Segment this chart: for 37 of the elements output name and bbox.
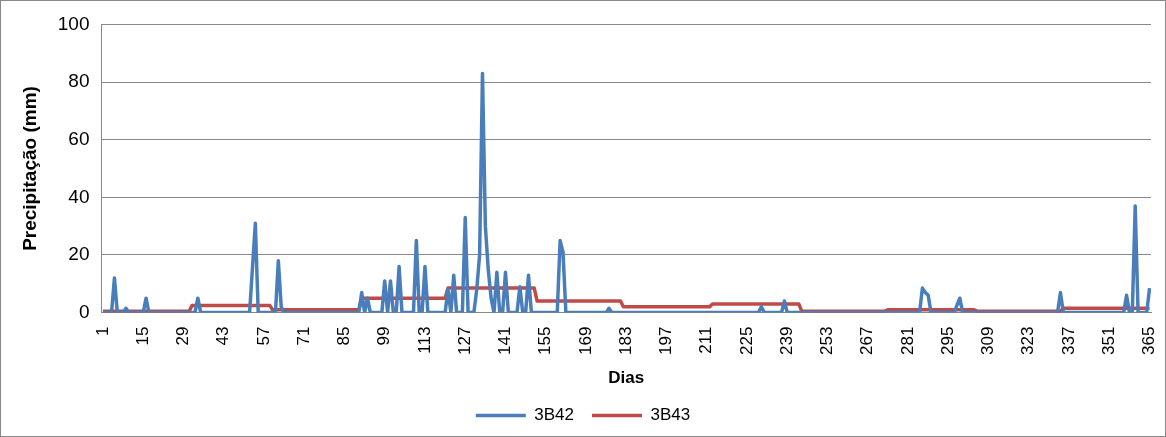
legend-label: 3B43 xyxy=(650,405,691,425)
x-tick-label: 183 xyxy=(615,326,635,355)
x-tick-label: 295 xyxy=(937,326,957,355)
x-tick-label: 211 xyxy=(696,326,716,354)
x-tick-label: 57 xyxy=(253,326,273,346)
x-tick-label: 239 xyxy=(776,326,796,355)
x-tick-label: 267 xyxy=(857,326,877,355)
x-tick-label: 309 xyxy=(978,326,998,355)
x-tick-label: 29 xyxy=(173,326,193,346)
x-tick-label: 113 xyxy=(414,326,434,354)
legend-label: 3B42 xyxy=(534,405,574,425)
x-tick-label: 281 xyxy=(897,326,917,355)
y-tick-label: 100 xyxy=(57,12,90,34)
x-tick-label: 85 xyxy=(334,326,354,346)
x-tick-label: 141 xyxy=(495,326,515,355)
x-tick-label: 351 xyxy=(1099,326,1118,355)
x-tick-label: 71 xyxy=(293,326,313,346)
x-tick-label: 1 xyxy=(92,326,112,337)
x-tick-label: 99 xyxy=(374,326,394,346)
x-tick-label: 253 xyxy=(817,326,837,355)
x-tick-label: 197 xyxy=(656,326,676,355)
y-tick-label: 40 xyxy=(68,185,90,207)
x-tick-label: 323 xyxy=(1018,326,1038,355)
x-tick-label: 127 xyxy=(454,326,474,355)
x-tick-label: 365 xyxy=(1139,326,1159,355)
x-tick-label: 15 xyxy=(132,326,152,346)
x-tick-label: 155 xyxy=(535,326,555,355)
y-tick-label: 60 xyxy=(68,127,90,149)
y-tick-label: 0 xyxy=(78,300,90,322)
x-tick-label: 43 xyxy=(213,326,233,346)
y-tick-label: 80 xyxy=(68,70,90,92)
x-axis-title: Dias xyxy=(608,368,645,388)
x-tick-label: 225 xyxy=(736,326,756,355)
x-tick-label: 169 xyxy=(575,326,595,355)
x-tick-label: 337 xyxy=(1058,326,1078,355)
y-tick-label: 20 xyxy=(68,243,90,265)
y-axis-title: Precipitação (mm) xyxy=(18,86,40,251)
